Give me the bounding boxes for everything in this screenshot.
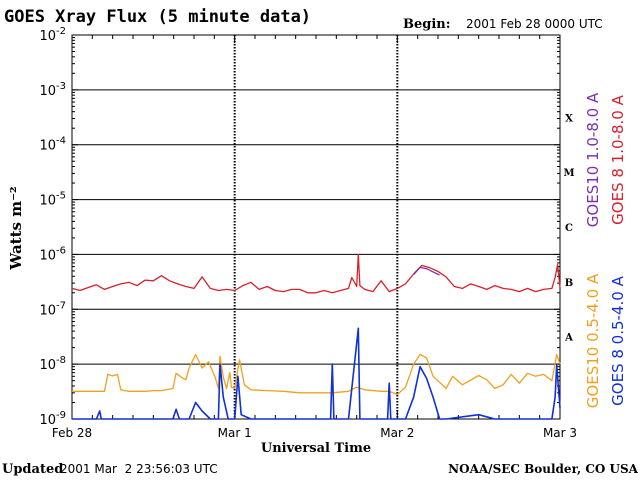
y-axis: 10-2 10-3 10-4 10-5 10-6 10-7 10-8 10-9 — [39, 26, 560, 428]
y-tick-label: 10-2 — [39, 26, 66, 44]
series-line-1 — [413, 266, 440, 276]
y-tick-label: 10-5 — [39, 191, 66, 209]
grid-lines — [72, 35, 560, 419]
updated-label: Updated — [2, 462, 63, 477]
footer-credit: NOAA/SEC Boulder, CO USA — [448, 462, 639, 476]
x-tick-label: Mar 3 — [543, 426, 577, 440]
x-tick-label: Mar 1 — [218, 426, 252, 440]
plot-frame — [71, 34, 561, 420]
flare-class-label: A — [564, 333, 573, 344]
y-tick-label: 10-7 — [39, 300, 66, 318]
legend-goes10-long: GOES10 1.0-8.0 A — [584, 92, 602, 227]
x-axis-label: Universal Time — [261, 441, 371, 456]
y-axis-label: Watts m⁻² — [7, 186, 25, 270]
x-axis: Feb 28 Mar 1 Mar 2 Mar 3 — [52, 35, 577, 440]
flare-class-labels: X M C B A — [563, 113, 574, 343]
y-tick-label: 10-8 — [39, 355, 66, 373]
series-line-3 — [72, 327, 561, 420]
flare-class-label: B — [565, 278, 573, 289]
y-tick-label: 10-4 — [39, 136, 66, 154]
legend-goes8-short: GOES 8 0.5-4.0 A — [609, 275, 627, 405]
y-tick-label: 10-6 — [39, 245, 66, 263]
x-tick-label: Feb 28 — [52, 426, 92, 440]
y-tick-label: 10-3 — [39, 81, 66, 99]
series-line-2 — [72, 353, 561, 396]
begin-value: 2001 Feb 28 0000 UTC — [466, 17, 603, 31]
flare-class-label: C — [565, 223, 573, 234]
y-tick-label: 10-9 — [39, 410, 66, 428]
flare-class-label: M — [563, 168, 574, 179]
series-line-0 — [71, 253, 561, 294]
data-series — [71, 253, 561, 420]
updated-value: 2001 Mar 2 23:56:03 UTC — [60, 462, 218, 476]
flare-class-label: X — [565, 113, 573, 124]
x-tick-label: Mar 2 — [380, 426, 414, 440]
legend-goes8-long: GOES 8 1.0-8.0 A — [609, 94, 627, 224]
legend-goes10-short: GOES10 0.5-4.0 A — [584, 273, 602, 408]
begin-label: Begin: — [403, 17, 451, 32]
chart-title: GOES Xray Flux (5 minute data) — [4, 7, 311, 27]
